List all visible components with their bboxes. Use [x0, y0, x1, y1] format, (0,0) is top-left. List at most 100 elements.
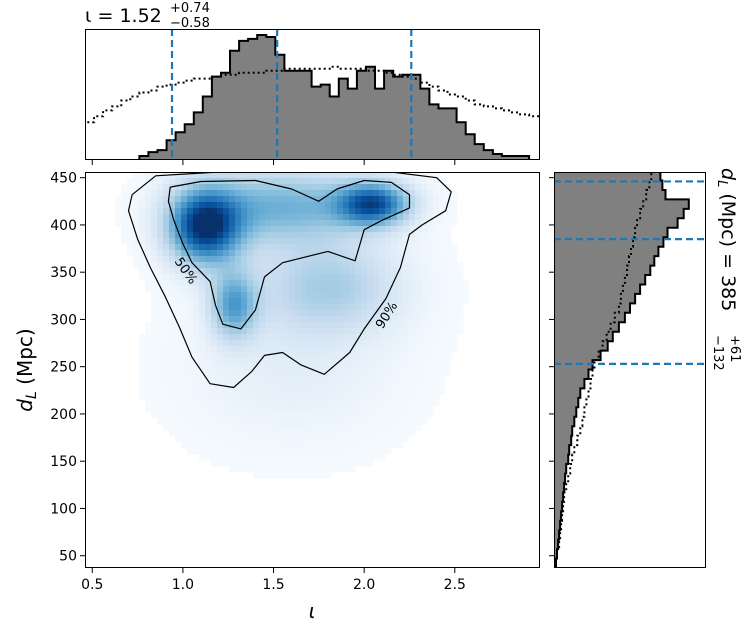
heatmap-cell — [241, 208, 248, 215]
y-axis-label-sub: L — [24, 391, 40, 399]
heatmap-cell — [139, 364, 146, 371]
heatmap-cell — [217, 268, 224, 275]
heatmap-cell — [223, 244, 230, 251]
heatmap-cell — [205, 208, 212, 215]
heatmap-cell — [187, 430, 194, 437]
heatmap-cell — [427, 358, 434, 365]
heatmap-cell — [163, 202, 170, 209]
heatmap-cell — [427, 226, 434, 233]
heatmap-cell — [271, 310, 278, 317]
heatmap-cell — [373, 340, 380, 347]
heatmap-cell — [331, 232, 338, 239]
heatmap-cell — [205, 268, 212, 275]
heatmap-cell — [379, 250, 386, 257]
heatmap-cell — [247, 250, 254, 257]
heatmap-cell — [217, 280, 224, 287]
heatmap-cell — [355, 430, 362, 437]
heatmap-cell — [445, 358, 452, 365]
heatmap-cell — [241, 334, 248, 341]
heatmap-cell — [283, 214, 290, 221]
heatmap-cell — [349, 172, 356, 179]
heatmap-cell — [325, 280, 332, 287]
heatmap-cell — [175, 418, 182, 425]
heatmap-cell — [307, 424, 314, 431]
heatmap-cell — [211, 346, 218, 353]
heatmap-cell — [355, 394, 362, 401]
heatmap-cell — [247, 190, 254, 197]
heatmap-cell — [349, 244, 356, 251]
heatmap-cell — [265, 340, 272, 347]
heatmap-cell — [397, 406, 404, 413]
heatmap-cell — [253, 202, 260, 209]
heatmap-cell — [277, 310, 284, 317]
heatmap-cell — [187, 220, 194, 227]
heatmap-cell — [343, 370, 350, 377]
heatmap-cell — [307, 250, 314, 257]
heatmap-cell — [355, 286, 362, 293]
heatmap-cell — [211, 394, 218, 401]
heatmap-cell — [247, 292, 254, 299]
heatmap-cell — [361, 406, 368, 413]
heatmap-cell — [397, 310, 404, 317]
heatmap-cell — [379, 370, 386, 377]
heatmap-cell — [217, 286, 224, 293]
heatmap-cell — [265, 310, 272, 317]
heatmap-cell — [331, 382, 338, 389]
heatmap-cell — [307, 268, 314, 275]
heatmap-cell — [289, 244, 296, 251]
heatmap-cell — [163, 304, 170, 311]
heatmap-cell — [319, 226, 326, 233]
heatmap-cell — [253, 244, 260, 251]
heatmap-cell — [145, 232, 152, 239]
heatmap-cell — [217, 448, 224, 455]
heatmap-cell — [433, 400, 440, 407]
heatmap-cell — [145, 322, 152, 329]
heatmap-cell — [253, 328, 260, 335]
heatmap-cell — [193, 220, 200, 227]
heatmap-cell — [205, 412, 212, 419]
heatmap-cell — [289, 424, 296, 431]
heatmap-cell — [379, 394, 386, 401]
heatmap-cell — [409, 178, 416, 185]
heatmap-cell — [367, 304, 374, 311]
heatmap-cell — [433, 394, 440, 401]
heatmap-cell — [289, 238, 296, 245]
heatmap-cell — [289, 178, 296, 185]
heatmap-cell — [307, 292, 314, 299]
heatmap-cell — [169, 196, 176, 203]
heatmap-cell — [265, 304, 272, 311]
heatmap-cell — [121, 220, 128, 227]
heatmap-cell — [277, 172, 284, 179]
heatmap-cell — [379, 262, 386, 269]
heatmap-cell — [259, 430, 266, 437]
heatmap-cell — [115, 208, 122, 215]
heatmap-cell — [187, 244, 194, 251]
heatmap-cell — [331, 370, 338, 377]
heatmap-cell — [175, 364, 182, 371]
heatmap-cell — [193, 418, 200, 425]
heatmap-cell — [163, 394, 170, 401]
heatmap-cell — [313, 274, 320, 281]
heatmap-cell — [331, 358, 338, 365]
heatmap-cell — [319, 364, 326, 371]
heatmap-cell — [295, 376, 302, 383]
heatmap-cell — [169, 274, 176, 281]
heatmap-cell — [355, 424, 362, 431]
heatmap-cell — [313, 424, 320, 431]
heatmap-cell — [181, 184, 188, 191]
heatmap-cell — [319, 286, 326, 293]
heatmap-cell — [361, 196, 368, 203]
heatmap-cell — [343, 304, 350, 311]
heatmap-cell — [253, 394, 260, 401]
heatmap-cell — [199, 400, 206, 407]
heatmap-cell — [163, 316, 170, 323]
heatmap-cell — [217, 436, 224, 443]
heatmap-cell — [367, 316, 374, 323]
heatmap-cell — [337, 376, 344, 383]
heatmap-cell — [349, 262, 356, 269]
heatmap-cell — [157, 370, 164, 377]
heatmap-cell — [133, 262, 140, 269]
heatmap-cell — [451, 334, 458, 341]
heatmap-cell — [289, 442, 296, 449]
heatmap-cell — [403, 286, 410, 293]
